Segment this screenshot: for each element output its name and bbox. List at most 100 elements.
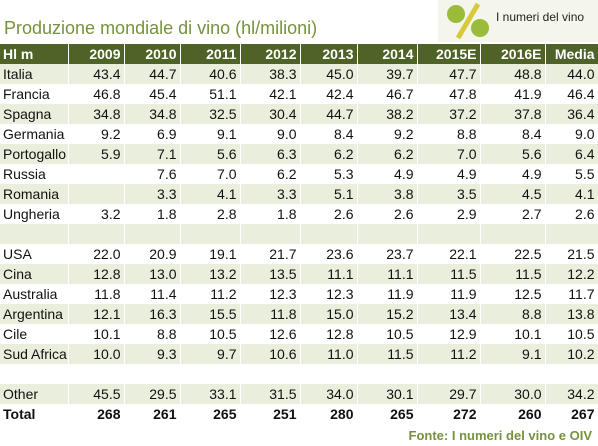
cell: 9.0 xyxy=(545,124,598,144)
empty-cell xyxy=(417,364,481,384)
empty-cell xyxy=(300,364,358,384)
cell: 3.3 xyxy=(124,184,181,204)
cell: 9.7 xyxy=(180,344,241,364)
cell: 36.4 xyxy=(545,104,598,124)
source: Fonte: I numeri del vino e OIV xyxy=(408,428,592,443)
cell: 45.4 xyxy=(124,84,181,104)
table-row: Other 45.5 29.5 33.1 31.5 34.0 30.1 29.7 30.0 34.… xyxy=(0,384,598,404)
cell: 21.5 xyxy=(545,244,598,264)
cell: 12.5 xyxy=(480,284,546,304)
empty-cell xyxy=(124,364,181,384)
table-row: Sud Africa 10.0 9.3 9.7 10.6 11.0 11.5 11.2 9.1 1… xyxy=(0,344,598,364)
table-row: USA 22.0 20.9 19.1 21.7 23.6 23.7 22.1 22.5 21.5 xyxy=(0,244,598,264)
cell: 44.7 xyxy=(124,64,181,84)
cell: 6.2 xyxy=(240,164,301,184)
cell: 2.8 xyxy=(180,204,241,224)
cell: 11.4 xyxy=(124,284,181,304)
cell: 12.6 xyxy=(240,324,301,344)
empty-cell xyxy=(68,184,125,204)
cell: 9.1 xyxy=(180,124,241,144)
empty-cell xyxy=(180,224,241,244)
row-label: Russia xyxy=(0,164,69,184)
table-body: Italia 43.4 44.7 40.6 38.3 45.0 39.7 47.7 48.8 44… xyxy=(0,64,598,424)
cell: 6.3 xyxy=(240,144,301,164)
cell: 11.5 xyxy=(480,264,546,284)
table-row: Australia 11.8 11.4 11.2 12.3 12.3 11.9 11.9 12.… xyxy=(0,284,598,304)
empty-cell xyxy=(545,364,598,384)
cell: 37.8 xyxy=(480,104,546,124)
cell: 10.5 xyxy=(180,324,241,344)
row-label: Total xyxy=(0,404,69,424)
column-header: 2011 xyxy=(180,44,241,64)
cell: 33.1 xyxy=(180,384,241,404)
cell: 30.0 xyxy=(480,384,546,404)
row-label: Germania xyxy=(0,124,69,144)
cell: 1.8 xyxy=(240,204,301,224)
cell: 267 xyxy=(545,404,598,424)
header-row: Hl m 2009 2010 2011 2012 2013 2014 2015E 2016E Me… xyxy=(0,44,598,64)
row-label: Francia xyxy=(0,84,69,104)
cell: 1.8 xyxy=(124,204,181,224)
cell: 6.2 xyxy=(300,144,358,164)
logo-grape xyxy=(471,19,489,37)
cell: 11.2 xyxy=(417,344,481,364)
column-header: 2016E xyxy=(480,44,546,64)
empty-cell xyxy=(480,364,546,384)
cell: 280 xyxy=(300,404,358,424)
cell: 13.2 xyxy=(180,264,241,284)
cell: 31.5 xyxy=(240,384,301,404)
cell: 11.5 xyxy=(357,344,418,364)
cell: 42.4 xyxy=(300,84,358,104)
cell: 6.4 xyxy=(545,144,598,164)
cell: 5.3 xyxy=(300,164,358,184)
cell: 30.4 xyxy=(240,104,301,124)
cell: 5.6 xyxy=(180,144,241,164)
cell: 10.5 xyxy=(545,324,598,344)
column-header: 2009 xyxy=(68,44,125,64)
cell: 47.7 xyxy=(417,64,481,84)
logo xyxy=(438,0,598,42)
cell: 5.1 xyxy=(300,184,358,204)
cell: 13.0 xyxy=(124,264,181,284)
cell: 11.8 xyxy=(240,304,301,324)
cell: 6.2 xyxy=(357,144,418,164)
cell: 10.6 xyxy=(240,344,301,364)
cell: 34.8 xyxy=(124,104,181,124)
cell: 37.2 xyxy=(417,104,481,124)
cell: 9.0 xyxy=(240,124,301,144)
cell: 39.7 xyxy=(357,64,418,84)
cell: 261 xyxy=(124,404,181,424)
row-label: Ungheria xyxy=(0,204,69,224)
column-header: 2012 xyxy=(240,44,301,64)
cell: 268 xyxy=(68,404,125,424)
empty-cell xyxy=(68,364,125,384)
empty-cell xyxy=(417,224,481,244)
cell: 29.7 xyxy=(417,384,481,404)
column-header: Hl m xyxy=(0,44,69,64)
cell: 4.1 xyxy=(545,184,598,204)
logo-text: I numeri del vino xyxy=(496,10,585,24)
empty-cell xyxy=(240,224,301,244)
table-row: Russia 7.6 7.0 6.2 5.3 4.9 4.9 4.9 5.5 xyxy=(0,164,598,184)
cell: 29.5 xyxy=(124,384,181,404)
cell: 3.2 xyxy=(68,204,125,224)
row-label: Australia xyxy=(0,284,69,304)
cell: 10.0 xyxy=(68,344,125,364)
cell: 22.5 xyxy=(480,244,546,264)
cell: 260 xyxy=(480,404,546,424)
cell: 47.8 xyxy=(417,84,481,104)
column-header: Media xyxy=(545,44,598,64)
table-row: Italia 43.4 44.7 40.6 38.3 45.0 39.7 47.7 48.8 44… xyxy=(0,64,598,84)
cell: 51.1 xyxy=(180,84,241,104)
cell: 42.1 xyxy=(240,84,301,104)
cell: 10.1 xyxy=(480,324,546,344)
logo-slash xyxy=(455,2,481,40)
cell: 4.9 xyxy=(480,164,546,184)
cell: 13.8 xyxy=(545,304,598,324)
row-label: Cile xyxy=(0,324,69,344)
cell: 16.3 xyxy=(124,304,181,324)
logo-grape xyxy=(447,5,465,23)
cell: 7.1 xyxy=(124,144,181,164)
cell: 3.5 xyxy=(417,184,481,204)
cell: 10.5 xyxy=(357,324,418,344)
